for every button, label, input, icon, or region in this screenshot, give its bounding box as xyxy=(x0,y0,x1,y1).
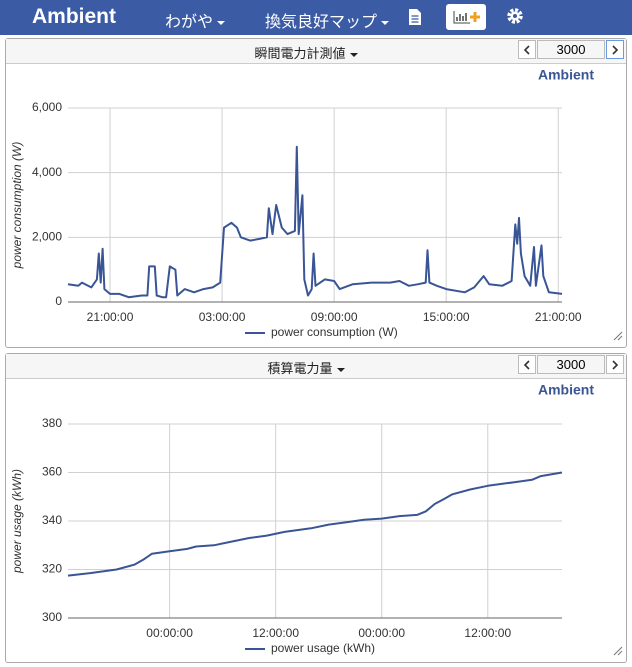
add-chart-button[interactable] xyxy=(446,4,486,30)
x-tick-label: 09:00:00 xyxy=(311,310,358,324)
pager: 3000 xyxy=(518,355,624,376)
resize-handle xyxy=(613,646,623,656)
y-tick-label: 320 xyxy=(42,562,62,576)
prev-icon xyxy=(523,359,530,370)
y-tick-label: 360 xyxy=(42,465,62,479)
x-tick-label: 12:00:00 xyxy=(464,626,511,640)
x-tick-label: 21:00:00 xyxy=(535,310,582,324)
prev-button[interactable] xyxy=(518,40,536,59)
legend-label: power consumption (W) xyxy=(271,325,398,339)
menu[interactable]: 換気良好マップ xyxy=(265,8,389,32)
x-tick-label: 00:00:00 xyxy=(358,626,405,640)
panel-title: 瞬間電力計測値 xyxy=(6,43,606,62)
y-tick-label: 2,000 xyxy=(32,230,62,244)
panel-header: 瞬間電力計測値 3000 xyxy=(6,39,626,64)
next-button[interactable] xyxy=(606,355,624,374)
x-tick-label: 12:00:00 xyxy=(252,626,299,640)
y-tick-label: 0 xyxy=(55,294,62,308)
y-axis-label: power consumption (W) xyxy=(10,142,24,270)
chart: Ambient 0 2,000 4,000 6,000 21:00:00 03:00:00 0… xyxy=(10,67,623,341)
doc-icon[interactable] xyxy=(408,8,422,26)
x-tick-label: 21:00:00 xyxy=(87,310,134,324)
line xyxy=(67,471,563,577)
brand[interactable]: Ambient xyxy=(32,5,116,28)
navbar: Ambient わがや 換気良好マップ xyxy=(0,0,632,35)
add-chart-icon xyxy=(453,11,480,24)
legend-label: power usage (kWh) xyxy=(271,641,375,655)
next-button[interactable] xyxy=(606,40,624,59)
panel: 積算電力量 3000 xyxy=(5,353,627,663)
y-tick-label: 300 xyxy=(42,610,62,624)
panel: 瞬間電力計測値 3000 xyxy=(5,38,627,348)
next-icon xyxy=(612,359,619,370)
y-tick-label: 6,000 xyxy=(32,100,62,114)
x-tick-label: 00:00:00 xyxy=(146,626,193,640)
credit: Ambient xyxy=(538,382,594,398)
x-tick-label: 03:00:00 xyxy=(199,310,246,324)
line xyxy=(67,145,563,299)
count-input[interactable]: 3000 xyxy=(537,355,605,374)
panel-title-text[interactable]: 積算電力量 xyxy=(267,361,344,376)
count-input[interactable]: 3000 xyxy=(537,40,605,59)
resize-handle xyxy=(613,331,623,341)
panel-header: 積算電力量 3000 xyxy=(6,354,626,379)
credit: Ambient xyxy=(538,67,594,83)
panel-title: 積算電力量 xyxy=(6,358,606,377)
prev-button[interactable] xyxy=(518,355,536,374)
settings-icon[interactable] xyxy=(506,7,524,25)
y-tick-label: 340 xyxy=(42,513,62,527)
chart: Ambient 300 320 340 360 380 00:00:00 12:00:00 00… xyxy=(10,382,623,656)
x-tick-label: 15:00:00 xyxy=(423,310,470,324)
menu[interactable]: わがや xyxy=(165,8,225,32)
y-tick-label: 4,000 xyxy=(32,165,62,179)
y-tick-label: 380 xyxy=(42,416,62,430)
prev-icon xyxy=(523,44,530,55)
next-icon xyxy=(612,44,619,55)
pager: 3000 xyxy=(518,40,624,61)
y-axis-label: power usage (kWh) xyxy=(10,469,24,574)
panel-title-text[interactable]: 瞬間電力計測値 xyxy=(254,46,357,61)
